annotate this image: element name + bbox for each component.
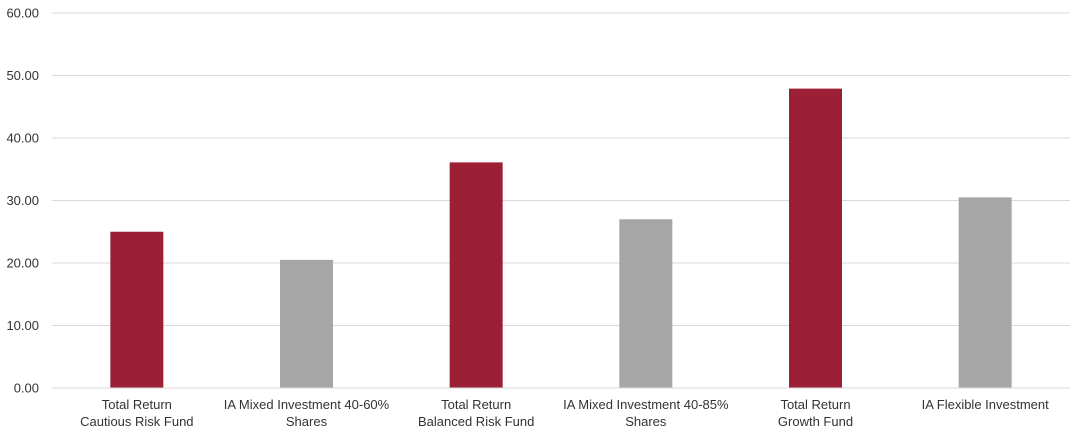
bar (110, 231, 164, 388)
bars (110, 88, 1012, 388)
x-tick-label-line: IA Mixed Investment 40-60% (224, 397, 390, 412)
x-tick-label-line: Total Return (441, 397, 511, 412)
x-tick-label-line: IA Flexible Investment (922, 397, 1050, 412)
y-tick-label: 40.00 (6, 131, 39, 146)
bar (619, 219, 673, 388)
bar (789, 88, 842, 388)
bar (280, 259, 333, 388)
y-axis-ticks: 0.00 10.00 20.00 30.00 40.00 50.00 60.00 (6, 6, 39, 396)
x-tick-label: IA Flexible Investment (922, 397, 1050, 412)
y-tick-label: 0.00 (14, 381, 39, 396)
x-tick-label: IA Mixed Investment 40-60% Shares (224, 397, 390, 429)
x-tick-label-line: Shares (286, 414, 328, 429)
x-tick-label: IA Mixed Investment 40-85% Shares (563, 397, 729, 429)
bar (449, 162, 503, 388)
x-tick-label: Total Return Balanced Risk Fund (418, 397, 534, 429)
y-tick-label: 60.00 (6, 6, 39, 21)
y-tick-label: 10.00 (6, 318, 39, 333)
bar (958, 197, 1012, 388)
x-tick-label: Total Return Cautious Risk Fund (80, 397, 193, 429)
gridlines (52, 12, 1070, 326)
x-tick-label-line: Total Return (780, 397, 850, 412)
x-axis-labels: Total Return Cautious Risk Fund IA Mixed I… (80, 397, 1049, 429)
x-tick-label-line: Growth Fund (778, 414, 853, 429)
x-tick-label-line: Shares (625, 414, 667, 429)
x-tick-label-line: Balanced Risk Fund (418, 414, 534, 429)
y-tick-label: 20.00 (6, 256, 39, 271)
x-tick-label-line: Cautious Risk Fund (80, 414, 193, 429)
x-tick-label: Total Return Growth Fund (778, 397, 853, 429)
y-tick-label: 30.00 (6, 193, 39, 208)
x-tick-label-line: IA Mixed Investment 40-85% (563, 397, 729, 412)
x-tick-label-line: Total Return (102, 397, 172, 412)
y-tick-label: 50.00 (6, 68, 39, 83)
